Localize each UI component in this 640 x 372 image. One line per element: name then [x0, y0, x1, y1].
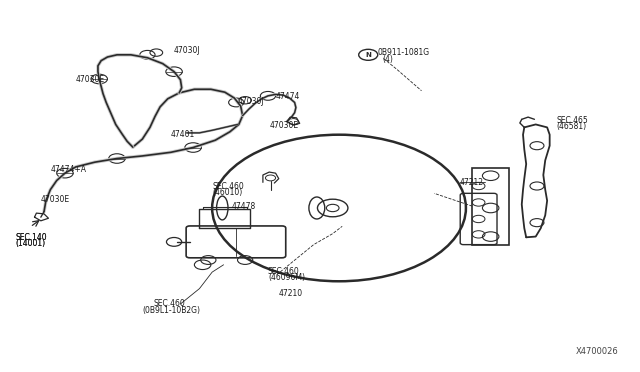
- Text: (14001): (14001): [15, 240, 45, 248]
- Text: 47210: 47210: [279, 289, 303, 298]
- Text: SEC.140: SEC.140: [15, 233, 47, 242]
- Text: (46581): (46581): [556, 122, 586, 131]
- Text: (0B9L1-10B2G): (0B9L1-10B2G): [142, 306, 200, 315]
- Text: N: N: [365, 52, 371, 58]
- Text: (14001): (14001): [15, 240, 45, 248]
- Text: SEC.465: SEC.465: [556, 116, 588, 125]
- Text: (4): (4): [382, 55, 393, 64]
- Text: 47030E: 47030E: [76, 75, 105, 84]
- Text: 47030J: 47030J: [237, 97, 264, 106]
- Text: (46010): (46010): [212, 188, 243, 197]
- Text: 47478: 47478: [231, 202, 255, 211]
- Text: SEC.140: SEC.140: [15, 233, 47, 242]
- Text: SEC.460: SEC.460: [154, 299, 186, 308]
- Text: 47474+A: 47474+A: [51, 165, 86, 174]
- Text: SEC.460: SEC.460: [212, 182, 244, 190]
- Text: 47030E: 47030E: [269, 121, 298, 130]
- Text: 47474: 47474: [276, 92, 300, 101]
- Text: 0B911-1081G: 0B911-1081G: [377, 48, 429, 57]
- Text: (46096M): (46096M): [268, 273, 305, 282]
- Text: X4700026: X4700026: [575, 347, 618, 356]
- Text: 47212: 47212: [460, 178, 484, 187]
- Text: 47030J: 47030J: [174, 46, 201, 55]
- Text: 47030E: 47030E: [41, 195, 70, 205]
- Text: SEC.460: SEC.460: [268, 266, 300, 276]
- Text: 47401: 47401: [171, 130, 195, 139]
